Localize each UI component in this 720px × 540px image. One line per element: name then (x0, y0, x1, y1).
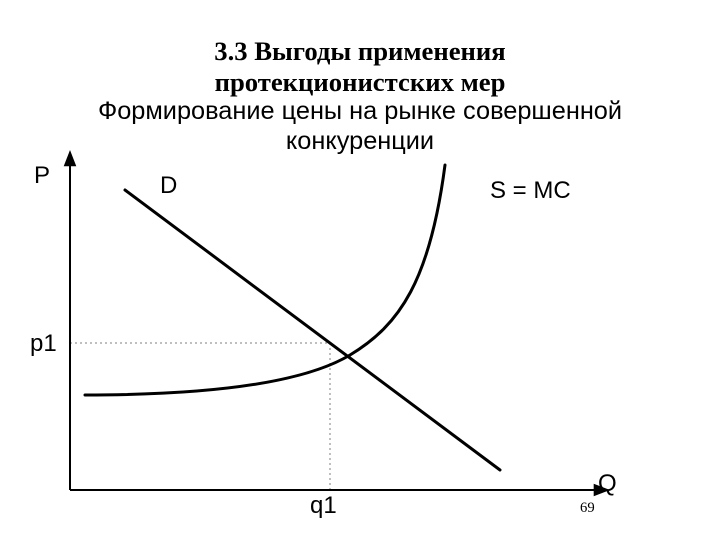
page-number: 69 (580, 500, 595, 517)
econ-chart (0, 0, 720, 540)
demand-label: D (160, 172, 177, 200)
x-axis-label: Q (598, 470, 617, 498)
y-axis-arrow (64, 150, 77, 166)
p1-label: p1 (30, 330, 57, 358)
q1-label: q1 (310, 492, 337, 520)
supply-label: S = MC (490, 177, 571, 205)
demand-curve (125, 190, 500, 470)
y-axis-label: P (34, 162, 50, 190)
